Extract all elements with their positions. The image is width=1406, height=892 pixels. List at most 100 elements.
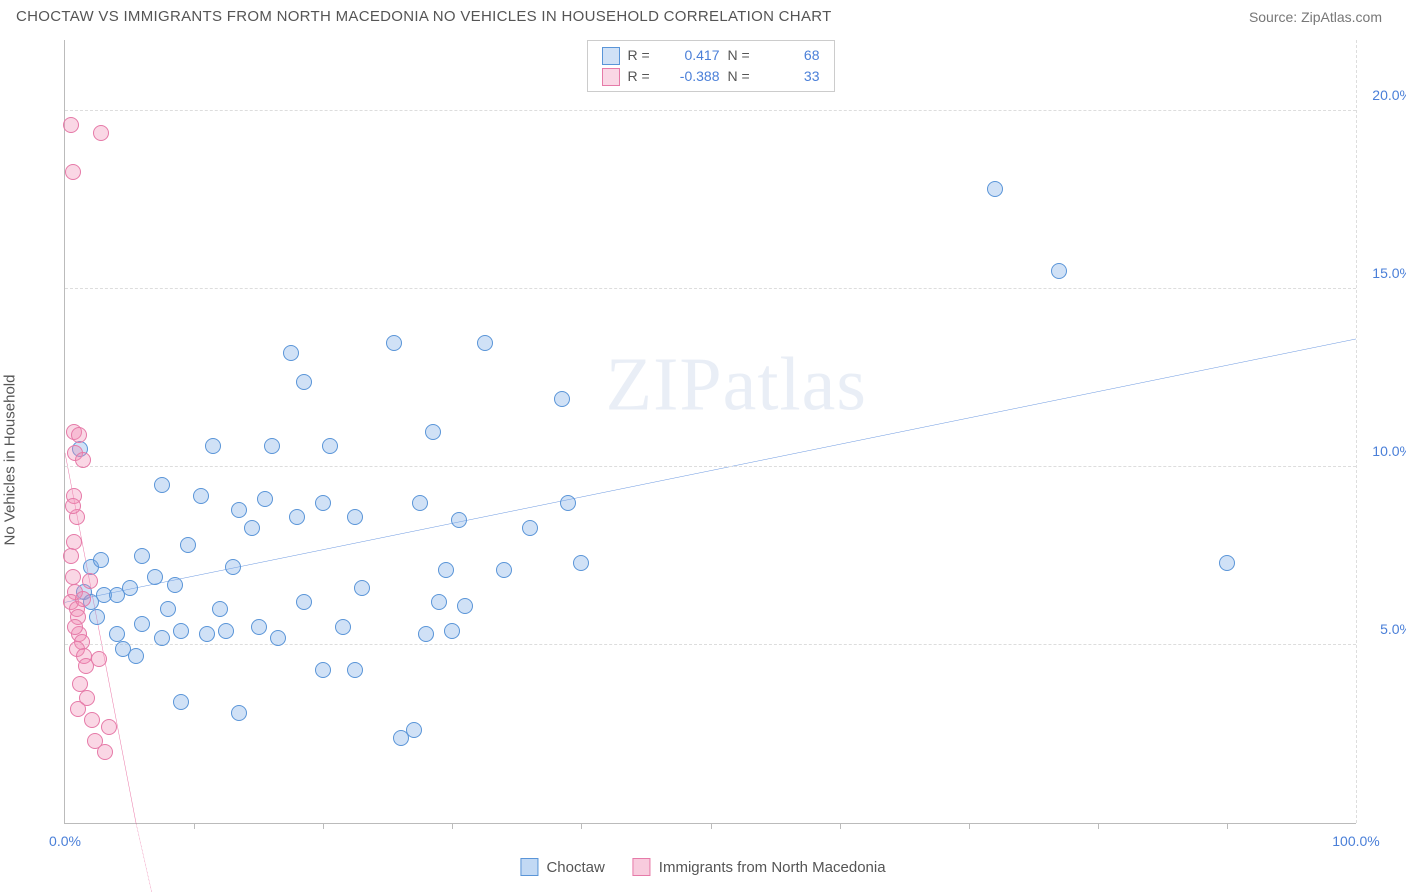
swatch-icon xyxy=(602,47,620,65)
r-label: R = xyxy=(628,45,656,66)
data-point xyxy=(212,601,228,617)
data-point xyxy=(71,427,87,443)
trend-line xyxy=(65,339,1356,602)
data-point xyxy=(457,598,473,614)
data-point xyxy=(63,548,79,564)
data-point xyxy=(1051,263,1067,279)
trend-line-ext xyxy=(136,823,168,892)
data-point xyxy=(134,548,150,564)
legend-row: R = -0.388 N = 33 xyxy=(602,66,820,87)
data-point xyxy=(231,502,247,518)
data-point xyxy=(97,744,113,760)
data-point xyxy=(231,705,247,721)
x-tick-mark xyxy=(581,823,582,829)
data-point xyxy=(173,623,189,639)
y-tick-label: 10.0% xyxy=(1362,443,1406,459)
data-point xyxy=(75,452,91,468)
data-point xyxy=(193,488,209,504)
data-point xyxy=(418,626,434,642)
data-point xyxy=(70,701,86,717)
legend-label: Choctaw xyxy=(546,859,604,876)
x-tick-mark xyxy=(452,823,453,829)
data-point xyxy=(425,424,441,440)
data-point xyxy=(296,374,312,390)
data-point xyxy=(205,438,221,454)
legend-item: Choctaw xyxy=(520,858,604,876)
data-point xyxy=(173,694,189,710)
data-point xyxy=(496,562,512,578)
data-point xyxy=(257,491,273,507)
data-point xyxy=(522,520,538,536)
data-point xyxy=(67,619,83,635)
chart-title: CHOCTAW VS IMMIGRANTS FROM NORTH MACEDON… xyxy=(16,8,832,25)
x-tick-mark xyxy=(840,823,841,829)
data-point xyxy=(438,562,454,578)
x-tick-label: 100.0% xyxy=(1332,833,1379,849)
data-point xyxy=(84,712,100,728)
data-point xyxy=(560,495,576,511)
x-tick-mark xyxy=(969,823,970,829)
data-point xyxy=(477,335,493,351)
data-point xyxy=(296,594,312,610)
y-axis-label: No Vehicles in Household xyxy=(2,375,19,546)
n-value: 68 xyxy=(764,45,820,66)
data-point xyxy=(199,626,215,642)
x-tick-mark xyxy=(711,823,712,829)
gridline-h xyxy=(65,110,1356,111)
data-point xyxy=(412,495,428,511)
r-value: 0.417 xyxy=(664,45,720,66)
n-label: N = xyxy=(728,66,756,87)
x-tick-label: 0.0% xyxy=(49,833,81,849)
gridline-h xyxy=(65,288,1356,289)
data-point xyxy=(270,630,286,646)
data-point xyxy=(244,520,260,536)
data-point xyxy=(154,630,170,646)
data-point xyxy=(335,619,351,635)
n-label: N = xyxy=(728,45,756,66)
swatch-icon xyxy=(520,858,538,876)
trend-lines-layer xyxy=(65,40,1356,823)
data-point xyxy=(160,601,176,617)
data-point xyxy=(554,391,570,407)
legend-row: R = 0.417 N = 68 xyxy=(602,45,820,66)
data-point xyxy=(283,345,299,361)
data-point xyxy=(128,648,144,664)
plot-area: ZIPatlas R = 0.417 N = 68 R = -0.388 N =… xyxy=(64,40,1356,824)
data-point xyxy=(82,573,98,589)
y-tick-label: 15.0% xyxy=(1362,265,1406,281)
data-point xyxy=(93,125,109,141)
data-point xyxy=(167,577,183,593)
swatch-icon xyxy=(633,858,651,876)
data-point xyxy=(89,609,105,625)
data-point xyxy=(75,591,91,607)
data-point xyxy=(347,509,363,525)
data-point xyxy=(451,512,467,528)
r-label: R = xyxy=(628,66,656,87)
x-tick-mark xyxy=(1098,823,1099,829)
x-tick-mark xyxy=(194,823,195,829)
x-tick-mark xyxy=(323,823,324,829)
y-tick-label: 20.0% xyxy=(1362,87,1406,103)
data-point xyxy=(65,164,81,180)
data-point xyxy=(251,619,267,635)
gridline-h xyxy=(65,466,1356,467)
data-point xyxy=(225,559,241,575)
data-point xyxy=(93,552,109,568)
data-point xyxy=(1219,555,1235,571)
data-point xyxy=(444,623,460,639)
data-point xyxy=(264,438,280,454)
r-value: -0.388 xyxy=(664,66,720,87)
data-point xyxy=(91,651,107,667)
data-point xyxy=(315,495,331,511)
data-point xyxy=(347,662,363,678)
data-point xyxy=(354,580,370,596)
data-point xyxy=(315,662,331,678)
data-point xyxy=(406,722,422,738)
data-point xyxy=(431,594,447,610)
data-point xyxy=(122,580,138,596)
data-point xyxy=(218,623,234,639)
data-point xyxy=(101,719,117,735)
data-point xyxy=(322,438,338,454)
data-point xyxy=(386,335,402,351)
data-point xyxy=(289,509,305,525)
